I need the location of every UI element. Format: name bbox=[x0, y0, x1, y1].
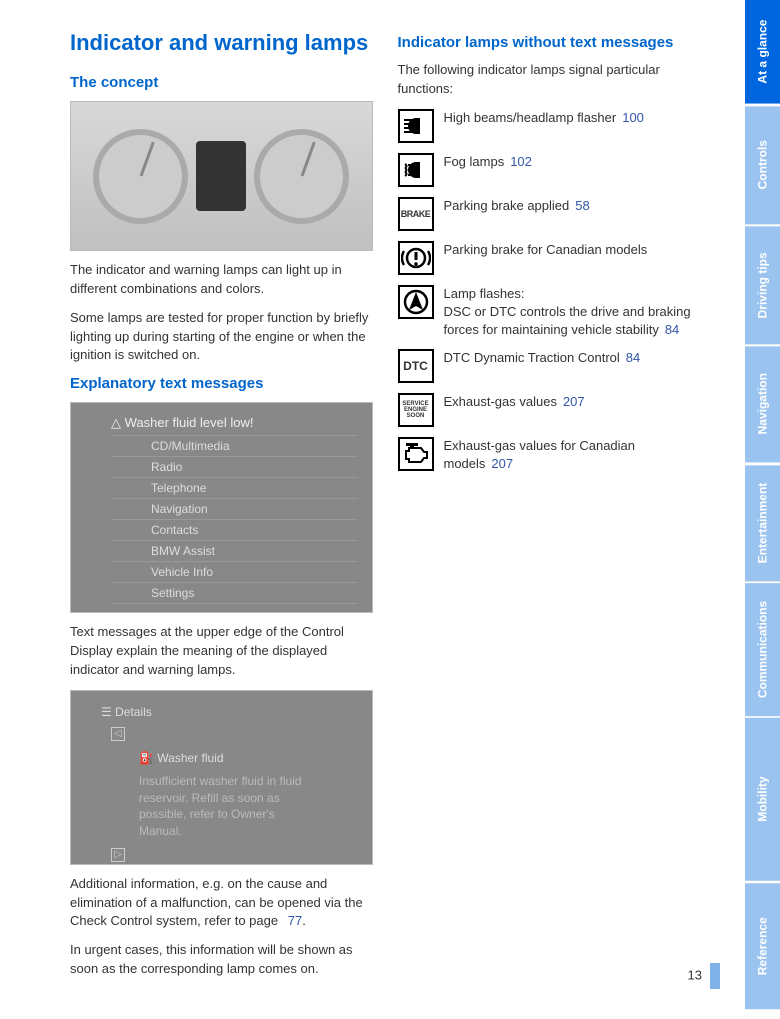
service-engine-icon: SERVICE ENGINE SOON bbox=[398, 393, 434, 427]
explanatory-paragraph-2: Additional information, e.g. on the caus… bbox=[70, 875, 373, 932]
page-ref-link[interactable]: 84 bbox=[665, 322, 679, 337]
forward-arrow-icon: ▷ bbox=[111, 848, 125, 862]
menu-item: Vehicle Info bbox=[111, 562, 358, 583]
indicator-row: Exhaust-gas values for Canadian models20… bbox=[398, 437, 701, 473]
dsc-icon bbox=[398, 285, 434, 319]
detail-figure: ☰ Details ◁ ⛽ Washer fluid Insufficient … bbox=[70, 690, 373, 865]
indicator-row: BRAKE Parking brake applied58 bbox=[398, 197, 701, 231]
detail-title: ☰ Details bbox=[101, 705, 354, 719]
center-display bbox=[196, 141, 246, 211]
explanatory-heading: Explanatory text messages bbox=[70, 375, 373, 392]
menu-item: BMW Assist bbox=[111, 541, 358, 562]
concept-paragraph-2: Some lamps are tested for proper functio… bbox=[70, 309, 373, 366]
indicator-row: DTC DTC Dynamic Traction Control84 bbox=[398, 349, 701, 383]
detail-subtitle: ⛽ Washer fluid bbox=[139, 751, 354, 765]
fog-lamp-icon bbox=[398, 153, 434, 187]
concept-heading: The concept bbox=[70, 74, 373, 91]
page-ref-link[interactable]: 207 bbox=[563, 394, 585, 409]
back-arrow-icon: ◁ bbox=[111, 727, 125, 741]
side-tab-communications[interactable]: Communications bbox=[745, 583, 780, 716]
side-tab-controls[interactable]: Controls bbox=[745, 106, 780, 224]
menu-figure: △ Washer fluid level low! CD/Multimedia … bbox=[70, 402, 373, 613]
engine-canadian-icon bbox=[398, 437, 434, 471]
menu-item: Navigation bbox=[111, 499, 358, 520]
indicator-row: SERVICE ENGINE SOON Exhaust-gas values20… bbox=[398, 393, 701, 427]
menu-title: △ Washer fluid level low! bbox=[111, 411, 358, 436]
indicator-row: Lamp flashes: DSC or DTC controls the dr… bbox=[398, 285, 701, 340]
tachometer-gauge bbox=[93, 129, 188, 224]
high-beam-icon bbox=[398, 109, 434, 143]
right-intro: The following indicator lamps signal par… bbox=[398, 61, 701, 99]
explanatory-paragraph-1: Text messages at the upper edge of the C… bbox=[70, 623, 373, 680]
detail-body: Insufficient washer fluid in fluid reser… bbox=[139, 773, 319, 840]
dashboard-figure bbox=[70, 101, 373, 251]
menu-item: Contacts bbox=[111, 520, 358, 541]
concept-paragraph-1: The indicator and warning lamps can ligh… bbox=[70, 261, 373, 299]
page-ref-link[interactable]: 58 bbox=[575, 198, 589, 213]
menu-item: Telephone bbox=[111, 478, 358, 499]
side-tabs: At a glanceControlsDriving tipsNavigatio… bbox=[745, 0, 780, 1009]
side-tab-mobility[interactable]: Mobility bbox=[745, 718, 780, 881]
speedometer-gauge bbox=[254, 129, 349, 224]
page-ref-link[interactable]: 84 bbox=[626, 350, 640, 365]
side-tab-navigation[interactable]: Navigation bbox=[745, 346, 780, 462]
brake-canadian-icon bbox=[398, 241, 434, 275]
page-ref-link[interactable]: 207 bbox=[491, 456, 513, 471]
right-column: Indicator lamps without text messages Th… bbox=[398, 30, 701, 989]
side-tab-at-a-glance[interactable]: At a glance bbox=[745, 0, 780, 104]
side-tab-driving-tips[interactable]: Driving tips bbox=[745, 226, 780, 344]
menu-item: Radio bbox=[111, 457, 358, 478]
side-tab-entertainment[interactable]: Entertainment bbox=[745, 465, 780, 581]
brake-icon: BRAKE bbox=[398, 197, 434, 231]
indicator-row: Fog lamps102 bbox=[398, 153, 701, 187]
menu-item: CD/Multimedia bbox=[111, 436, 358, 457]
indicator-row: Parking brake for Canadian models bbox=[398, 241, 701, 275]
right-heading: Indicator lamps without text messages bbox=[398, 34, 701, 51]
menu-item: Settings bbox=[111, 583, 358, 604]
page-ref-link[interactable]: 102 bbox=[510, 154, 532, 169]
page-ref-link[interactable]: 77 bbox=[288, 913, 302, 928]
page-title: Indicator and warning lamps bbox=[70, 30, 373, 56]
explanatory-paragraph-3: In urgent cases, this information will b… bbox=[70, 941, 373, 979]
dtc-icon: DTC bbox=[398, 349, 434, 383]
indicator-row: High beams/headlamp flasher100 bbox=[398, 109, 701, 143]
page-number: 13 bbox=[688, 963, 720, 989]
side-tab-reference[interactable]: Reference bbox=[745, 883, 780, 1009]
page-ref-link[interactable]: 100 bbox=[622, 110, 644, 125]
left-column: Indicator and warning lamps The concept … bbox=[70, 30, 373, 989]
